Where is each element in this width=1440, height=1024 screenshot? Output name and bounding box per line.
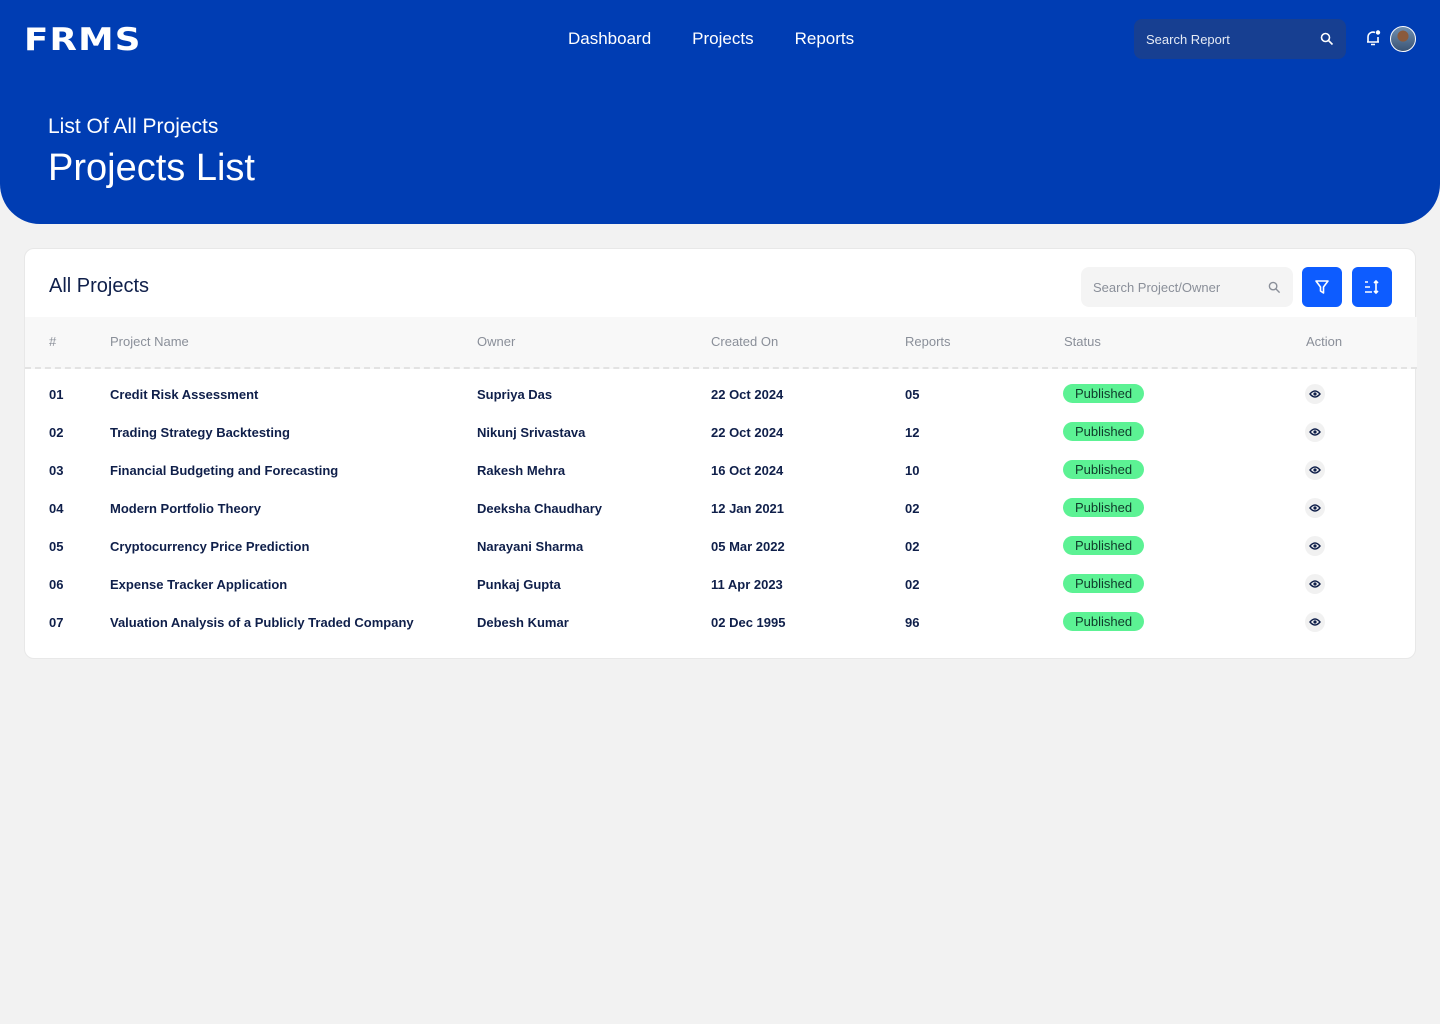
view-button[interactable] bbox=[1305, 384, 1325, 404]
eye-icon bbox=[1309, 504, 1321, 512]
created-on: 12 Jan 2021 bbox=[711, 501, 785, 516]
notification-bell-icon[interactable] bbox=[1364, 29, 1382, 47]
view-button[interactable] bbox=[1305, 536, 1325, 556]
filter-button[interactable] bbox=[1302, 267, 1342, 307]
project-search-placeholder: Search Project/Owner bbox=[1093, 279, 1221, 295]
eye-icon bbox=[1309, 542, 1321, 550]
status-badge: Published bbox=[1063, 460, 1145, 479]
col-status[interactable]: Status bbox=[1064, 334, 1101, 349]
eye-icon bbox=[1309, 580, 1321, 588]
owner: Nikunj Srivastava bbox=[477, 425, 586, 440]
reports-count: 12 bbox=[905, 425, 920, 440]
owner: Debesh Kumar bbox=[477, 615, 569, 630]
table-row[interactable]: 07 Valuation Analysis of a Publicly Trade… bbox=[25, 604, 1417, 642]
reports-count: 02 bbox=[905, 501, 920, 516]
status-badge: Published bbox=[1063, 384, 1145, 403]
col-number: # bbox=[49, 334, 57, 349]
owner: Punkaj Gupta bbox=[477, 577, 561, 592]
row-number: 04 bbox=[49, 501, 64, 516]
table-row[interactable]: 05 Cryptocurrency Price Prediction Narayan… bbox=[25, 528, 1417, 566]
col-reports[interactable]: Reports bbox=[905, 334, 951, 349]
reports-count: 96 bbox=[905, 615, 920, 630]
card-title: All Projects bbox=[49, 275, 150, 297]
view-button[interactable] bbox=[1305, 460, 1325, 480]
project-name: Expense Tracker Application bbox=[110, 577, 288, 592]
table-row[interactable]: 06 Expense Tracker Application Punkaj Gupt… bbox=[25, 566, 1417, 604]
created-on: 02 Dec 1995 bbox=[711, 615, 786, 630]
project-name: Trading Strategy Backtesting bbox=[110, 425, 290, 440]
table-header: # Project Name Owner Created On Reports … bbox=[25, 317, 1417, 369]
status-badge: Published bbox=[1063, 612, 1145, 631]
created-on: 05 Mar 2022 bbox=[711, 539, 785, 554]
view-button[interactable] bbox=[1305, 422, 1325, 442]
report-search-placeholder: Search Report bbox=[1146, 31, 1230, 47]
view-button[interactable] bbox=[1305, 498, 1325, 518]
created-on: 22 Oct 2024 bbox=[711, 425, 784, 440]
col-owner[interactable]: Owner bbox=[477, 334, 516, 349]
sort-button[interactable] bbox=[1352, 267, 1392, 307]
eye-icon bbox=[1309, 618, 1321, 626]
table-row[interactable]: 04 Modern Portfolio Theory Deeksha Chaudha… bbox=[25, 490, 1417, 528]
owner: Narayani Sharma bbox=[477, 539, 584, 554]
page-subtitle: List Of All Projects bbox=[48, 115, 219, 138]
main-nav: Dashboard Projects Reports bbox=[568, 29, 854, 49]
search-icon bbox=[1268, 281, 1281, 293]
view-button[interactable] bbox=[1305, 574, 1325, 594]
user-avatar[interactable] bbox=[1390, 26, 1416, 52]
header-banner: FRMS Dashboard Projects Reports Search R… bbox=[0, 0, 1440, 224]
search-icon bbox=[1320, 32, 1334, 46]
table-row[interactable]: 02 Trading Strategy Backtesting Nikunj Sri… bbox=[25, 414, 1417, 452]
reports-count: 05 bbox=[905, 387, 920, 402]
project-name: Credit Risk Assessment bbox=[110, 387, 259, 402]
row-number: 02 bbox=[49, 425, 64, 440]
col-project-name[interactable]: Project Name bbox=[110, 334, 189, 349]
filter-icon bbox=[1315, 280, 1329, 294]
page-title: Projects List bbox=[48, 147, 255, 189]
row-number: 01 bbox=[49, 387, 64, 402]
created-on: 11 Apr 2023 bbox=[711, 577, 783, 592]
row-number: 03 bbox=[49, 463, 64, 478]
eye-icon bbox=[1309, 466, 1321, 474]
project-search-input[interactable]: Search Project/Owner bbox=[1081, 267, 1293, 307]
row-number: 05 bbox=[49, 539, 64, 554]
report-search-input[interactable]: Search Report bbox=[1134, 19, 1346, 59]
created-on: 22 Oct 2024 bbox=[711, 387, 784, 402]
view-button[interactable] bbox=[1305, 612, 1325, 632]
col-created-on[interactable]: Created On bbox=[711, 334, 779, 349]
reports-count: 02 bbox=[905, 577, 920, 592]
nav-dashboard[interactable]: Dashboard bbox=[568, 29, 652, 48]
eye-icon bbox=[1309, 428, 1321, 436]
reports-count: 10 bbox=[905, 463, 920, 478]
project-name: Modern Portfolio Theory bbox=[110, 501, 261, 516]
sort-icon bbox=[1365, 279, 1379, 295]
status-badge: Published bbox=[1063, 574, 1145, 593]
status-badge: Published bbox=[1063, 422, 1145, 441]
created-on: 16 Oct 2024 bbox=[711, 463, 784, 478]
nav-projects[interactable]: Projects bbox=[692, 29, 754, 48]
projects-card: All Projects Search Project/Owner # Proj… bbox=[24, 248, 1417, 659]
status-badge: Published bbox=[1063, 498, 1145, 517]
col-action: Action bbox=[1306, 334, 1343, 349]
eye-icon bbox=[1309, 390, 1321, 398]
row-number: 07 bbox=[49, 615, 64, 630]
owner: Supriya Das bbox=[477, 387, 553, 402]
project-name: Cryptocurrency Price Prediction bbox=[110, 539, 310, 554]
owner: Rakesh Mehra bbox=[477, 463, 566, 478]
nav-reports[interactable]: Reports bbox=[794, 29, 855, 48]
project-name: Financial Budgeting and Forecasting bbox=[110, 463, 339, 478]
table-row[interactable]: 03 Financial Budgeting and Forecasting Rak… bbox=[25, 452, 1417, 490]
project-name: Valuation Analysis of a Publicly Traded … bbox=[110, 615, 414, 630]
owner: Deeksha Chaudhary bbox=[477, 501, 602, 516]
row-number: 06 bbox=[49, 577, 64, 592]
logo: FRMS bbox=[24, 22, 142, 58]
table-row[interactable]: 01 Credit Risk Assessment Supriya Das 22 Oc… bbox=[25, 376, 1417, 414]
status-badge: Published bbox=[1063, 536, 1145, 555]
reports-count: 02 bbox=[905, 539, 920, 554]
